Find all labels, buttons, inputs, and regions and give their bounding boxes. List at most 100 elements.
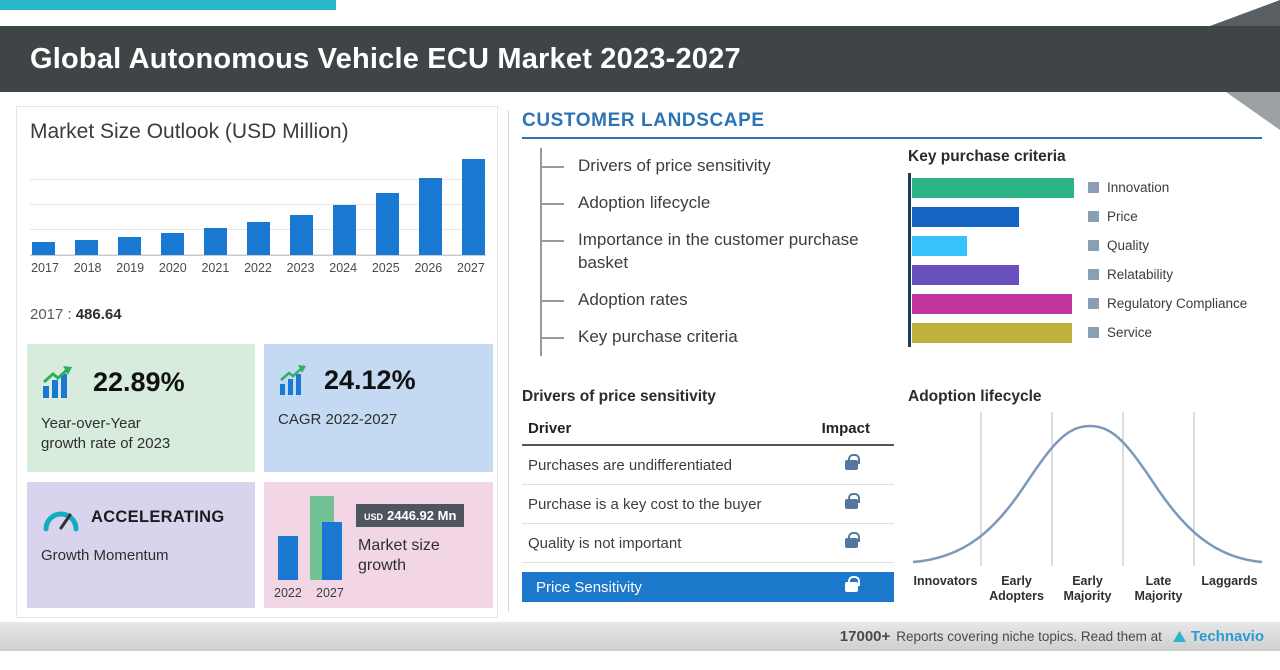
market-size-bar-cell <box>116 156 142 255</box>
cagr-label: CAGR <box>278 411 322 428</box>
bar-chart-up-arrow-icon <box>280 365 306 395</box>
customer-landscape-list: Drivers of price sensitivity Adoption lif… <box>540 148 870 356</box>
adoption-lifecycle-chart <box>910 408 1265 572</box>
market-size-chart: 2017 2018 2019 2020 2021 2022 2023 2024 2025 2026… <box>30 156 486 275</box>
corner-decoration-top <box>1210 0 1280 26</box>
base-year-value: 2017 :486.64 <box>30 306 122 323</box>
market-size-title: Market Size Outlook (USD Million) <box>30 120 349 143</box>
top-accent-bar <box>0 0 336 10</box>
lifecycle-stage-label: Laggards <box>1201 574 1258 588</box>
market-size-bar <box>289 215 313 255</box>
legend-marker-icon <box>1088 240 1099 251</box>
legend-item: Innovation <box>1088 173 1247 202</box>
key-purchase-bar-row <box>912 318 1074 347</box>
mini-chart-year-start: 2022 <box>274 586 302 600</box>
market-size-bar-cell <box>288 156 314 255</box>
lock-icon <box>845 576 860 592</box>
yoy-caption-line1: Year-over-Year <box>41 415 141 432</box>
technavio-logo-icon <box>1172 631 1186 642</box>
adoption-lifecycle-labels: Innovators Early Adopters Early Majority La… <box>910 574 1265 604</box>
adoption-lifecycle-title: Adoption lifecycle <box>908 388 1042 405</box>
customer-landscape-item: Key purchase criteria <box>542 319 870 356</box>
market-size-year-label: 2021 <box>201 261 230 275</box>
key-purchase-criteria-chart <box>908 173 1074 347</box>
cagr-card: 24.12% CAGR 2022-2027 <box>264 344 493 472</box>
market-size-bar <box>160 233 184 255</box>
legend-label: Relatability <box>1107 267 1174 282</box>
legend-marker-icon <box>1088 211 1099 222</box>
market-size-bar-cell <box>460 156 486 255</box>
key-purchase-bar <box>912 322 1072 343</box>
market-size-year-label: 2019 <box>116 261 145 275</box>
lock-icon <box>845 493 860 509</box>
customer-landscape-item: Adoption lifecycle <box>542 185 870 222</box>
technavio-logo: Technavio <box>1172 628 1264 645</box>
lifecycle-stage-label: Early Adopters <box>989 574 1044 603</box>
key-purchase-bar-row <box>912 231 1074 260</box>
price-sensitivity-highlight-row: Price Sensitivity <box>522 572 894 602</box>
footer-note: Reports covering niche topics. Read them… <box>896 629 1162 644</box>
market-size-bars <box>30 156 486 256</box>
badge-currency: USD <box>364 512 384 522</box>
market-size-bar <box>375 193 399 255</box>
growth-caption: Market size growth <box>358 537 440 574</box>
table-header: Driver Impact <box>522 416 894 446</box>
key-purchase-bar-row <box>912 173 1074 202</box>
market-size-bar <box>31 242 55 255</box>
legend-marker-icon <box>1088 327 1099 338</box>
key-purchase-criteria-legend: Innovation Price Quality Relatability Regula… <box>1088 173 1247 347</box>
market-size-year-label: 2025 <box>371 261 400 275</box>
market-size-bar <box>74 240 98 255</box>
highlight-label: Price Sensitivity <box>536 578 642 596</box>
key-purchase-bar <box>912 206 1019 227</box>
yoy-caption-line2: growth rate of 2023 <box>41 434 171 452</box>
driver-label: Purchase is a key cost to the buyer <box>528 495 762 513</box>
market-size-year-label: 2027 <box>457 261 485 275</box>
market-growth-card: 2022 2027 USD 2446.92 Mn Market size grow… <box>264 482 493 608</box>
legend-label: Innovation <box>1107 180 1170 195</box>
badge-amount: 2446.92 Mn <box>387 508 457 523</box>
price-sensitivity-table: Driver Impact Purchases are undifferenti… <box>522 416 894 602</box>
price-sensitivity-title: Drivers of price sensitivity <box>522 388 716 405</box>
yoy-growth-caption: Year-over-Year growth rate of 2023 <box>41 414 241 453</box>
market-size-year-label: 2018 <box>73 261 102 275</box>
driver-label: Quality is not important <box>528 534 682 552</box>
market-size-year-labels: 2017 2018 2019 2020 2021 2022 2023 2024 2025 2026… <box>30 261 486 275</box>
market-size-bar <box>418 178 442 255</box>
key-purchase-bar <box>912 177 1074 198</box>
legend-item: Quality <box>1088 231 1247 260</box>
legend-label: Service <box>1107 325 1153 340</box>
driver-column-header: Driver <box>528 420 572 437</box>
growth-momentum-card: ACCELERATING Growth Momentum <box>27 482 255 608</box>
driver-row: Purchases are undifferentiated <box>522 446 894 485</box>
page-title: Global Autonomous Vehicle ECU Market 202… <box>30 43 741 75</box>
customer-landscape-title: CUSTOMER LANDSCAPE <box>522 110 765 131</box>
market-size-year-label: 2017 <box>31 261 59 275</box>
customer-landscape-underline <box>522 137 1262 139</box>
legend-marker-icon <box>1088 298 1099 309</box>
key-purchase-bar-row <box>912 260 1074 289</box>
speedometer-icon <box>43 511 79 532</box>
market-size-bar <box>461 159 485 255</box>
legend-marker-icon <box>1088 269 1099 280</box>
vertical-divider <box>508 110 509 612</box>
market-size-bar <box>203 228 227 255</box>
lifecycle-stage-label: Late Majority <box>1134 574 1183 603</box>
market-size-bar <box>246 222 270 255</box>
mini-chart-year-end: 2027 <box>316 586 344 600</box>
footer-band: 17000+ Reports covering niche topics. Re… <box>0 622 1280 651</box>
cagr-value: 24.12% <box>324 364 416 395</box>
momentum-caption: Growth Momentum <box>41 547 169 564</box>
corner-decoration-bottom <box>1226 92 1280 130</box>
market-size-year-label: 2020 <box>158 261 187 275</box>
market-size-bar-cell <box>374 156 400 255</box>
market-size-bar <box>117 237 141 255</box>
technavio-brand-name: Technavio <box>1190 628 1264 645</box>
growth-value-badge: USD 2446.92 Mn <box>356 504 465 527</box>
driver-label: Purchases are undifferentiated <box>528 456 733 474</box>
market-size-bar-cell <box>159 156 185 255</box>
yoy-growth-value: 22.89% <box>93 366 185 397</box>
lifecycle-stage-label: Innovators <box>913 574 978 588</box>
legend-label: Price <box>1107 209 1138 224</box>
